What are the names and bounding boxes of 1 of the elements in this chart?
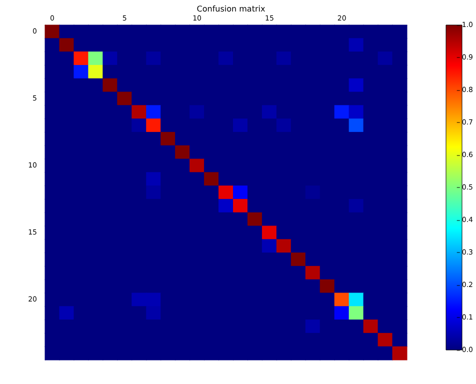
chart-title: Confusion matrix <box>196 4 266 14</box>
